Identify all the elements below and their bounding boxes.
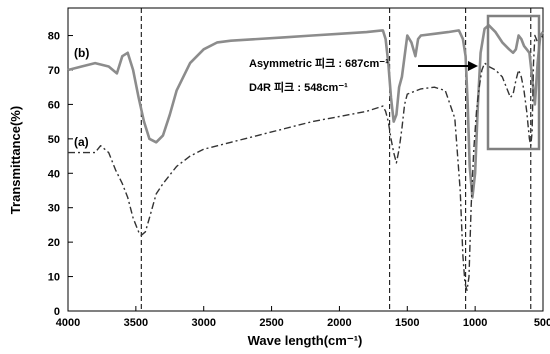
y-tick-label: 70 — [48, 65, 60, 77]
x-tick-label: 1000 — [463, 317, 487, 329]
annotation-asymmetric-peak: Asymmetric 피크 : 687cm⁻¹ — [249, 56, 389, 70]
y-tick-label: 60 — [48, 99, 60, 111]
x-axis-label: Wave length(cm⁻¹) — [248, 333, 363, 348]
x-tick-label: 2500 — [259, 317, 283, 329]
y-axis-label: Transmittance(%) — [8, 106, 23, 214]
y-tick-label: 30 — [48, 203, 60, 215]
y-tick-label: 40 — [48, 168, 60, 180]
x-tick-label: 3500 — [124, 317, 148, 329]
y-tick-label: 20 — [48, 237, 60, 249]
x-tick-label: 500 — [534, 317, 550, 329]
series-a-line — [68, 34, 544, 291]
x-axis: 4000 3500 3000 2500 2000 1500 1000 500 — [56, 306, 550, 329]
annotation-arrowhead — [468, 61, 478, 71]
x-tick-label: 1500 — [395, 317, 419, 329]
series-layer — [67, 23, 545, 291]
y-tick-label: 10 — [48, 272, 60, 284]
x-tick-label: 2000 — [327, 317, 351, 329]
x-tick-label: 4000 — [56, 317, 80, 329]
y-tick-label: 0 — [54, 306, 60, 318]
series-b-line — [67, 23, 545, 199]
annotation-d4r-peak: D4R 피크 : 548cm⁻¹ — [249, 80, 348, 94]
y-tick-label: 50 — [48, 134, 60, 146]
series-b-label: (b) — [74, 46, 89, 60]
y-tick-label: 80 — [48, 31, 60, 43]
y-axis: 0 10 20 30 40 50 60 70 80 — [48, 31, 73, 318]
plot-area-frame — [67, 7, 544, 312]
highlight-box — [486, 14, 541, 151]
x-tick-label: 3000 — [191, 317, 215, 329]
series-a-label: (a) — [74, 135, 89, 149]
